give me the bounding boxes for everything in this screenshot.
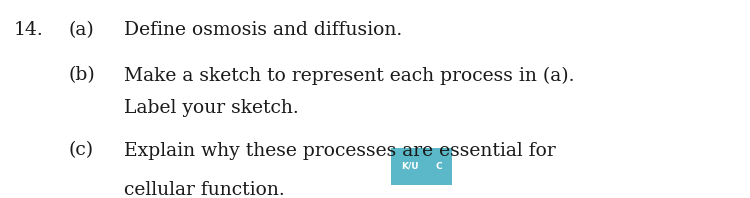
Text: Define osmosis and diffusion.: Define osmosis and diffusion. [124,21,402,39]
Text: (c): (c) [69,142,94,160]
Text: Label your sketch.: Label your sketch. [124,99,298,117]
Text: (a): (a) [69,21,94,39]
Text: K/U: K/U [400,162,418,171]
Text: Explain why these processes are essential for: Explain why these processes are essentia… [124,142,556,160]
Text: C: C [436,162,442,171]
Text: (b): (b) [69,66,96,84]
Text: Make a sketch to represent each process in (a).: Make a sketch to represent each process … [124,66,574,85]
Text: cellular function.: cellular function. [124,181,284,198]
FancyBboxPatch shape [425,148,452,185]
FancyBboxPatch shape [391,148,428,185]
Text: 14.: 14. [13,21,44,39]
